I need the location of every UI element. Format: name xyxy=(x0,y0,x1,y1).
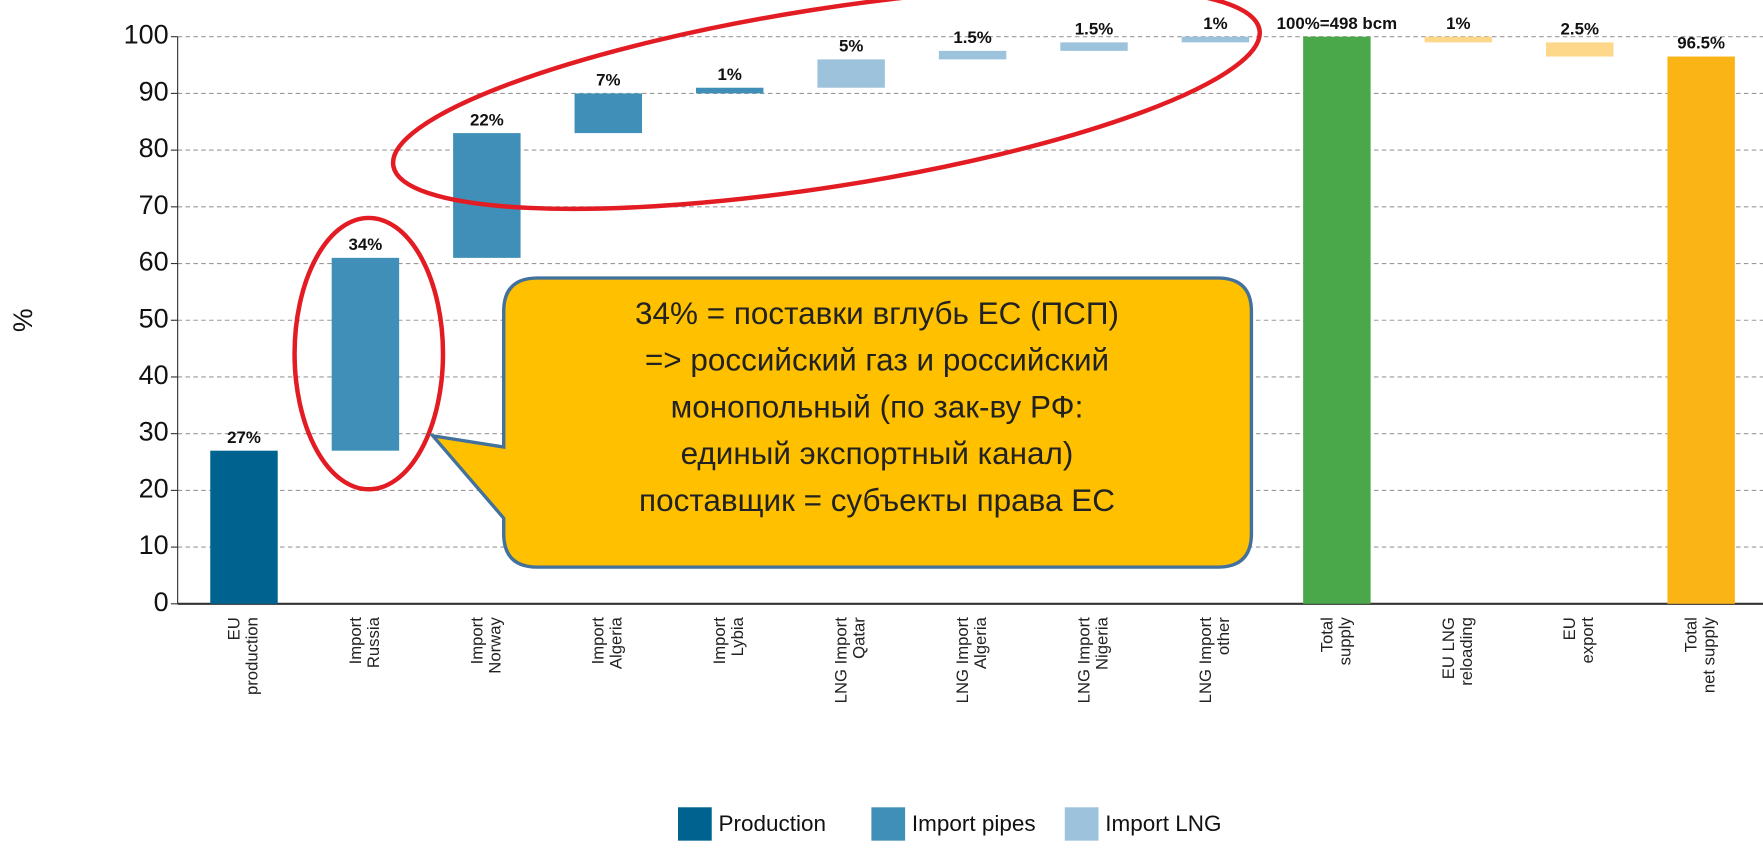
y-axis-label: % xyxy=(8,308,38,332)
value-label: 100%=498 bcm xyxy=(1277,14,1397,33)
y-tick-label: 70 xyxy=(139,190,169,220)
x-tick-label: Import xyxy=(589,617,608,665)
value-label: 1.5% xyxy=(953,28,992,47)
bar xyxy=(1060,42,1128,51)
legend-swatch xyxy=(677,807,712,841)
callout-box xyxy=(428,276,1254,569)
x-tick-label: LNG Import xyxy=(1074,617,1093,704)
x-tick-label: supply xyxy=(1335,617,1354,666)
legend-label: Import LNG xyxy=(1105,811,1221,836)
x-tick-label: EU xyxy=(224,617,243,640)
x-tick-label: Import xyxy=(467,617,486,665)
bar xyxy=(817,59,885,88)
value-label: 5% xyxy=(839,37,863,56)
y-tick-label: 20 xyxy=(139,474,169,504)
y-tick-label: 60 xyxy=(139,247,169,277)
bar xyxy=(1667,56,1735,604)
x-tick-label: EU xyxy=(1560,617,1579,640)
value-label: 7% xyxy=(596,71,620,90)
bar xyxy=(453,133,521,258)
callout-text: единый экспортный канал) xyxy=(681,436,1074,471)
bar xyxy=(1424,36,1493,43)
x-tick-label: Norway xyxy=(485,617,504,674)
bar xyxy=(1181,36,1250,43)
bar xyxy=(1303,36,1371,604)
x-tick-label: Import xyxy=(346,617,365,665)
x-tick-label: other xyxy=(1214,617,1233,655)
x-tick-label: Import xyxy=(710,617,729,665)
y-tick-label: 80 xyxy=(139,133,169,163)
bar xyxy=(695,87,764,94)
value-label: 1% xyxy=(1446,14,1470,33)
legend-label: Production xyxy=(718,811,825,836)
value-label: 27% xyxy=(227,428,261,447)
x-tick-label: Algeria xyxy=(971,616,990,669)
legend-swatch xyxy=(871,807,906,841)
x-tick-label: Lybia xyxy=(728,616,747,656)
value-label: 1% xyxy=(1203,14,1227,33)
x-tick-label: Russia xyxy=(364,616,383,668)
x-tick-label: LNG Import xyxy=(953,617,972,704)
bar xyxy=(331,257,400,451)
value-label: 34% xyxy=(349,235,383,254)
value-label: 96.5% xyxy=(1677,34,1725,53)
y-tick-label: 0 xyxy=(154,587,169,617)
x-tick-label: net supply xyxy=(1700,617,1719,694)
highlight xyxy=(390,0,1262,212)
legend-label: Import pipes xyxy=(912,811,1036,836)
x-tick-label: Total xyxy=(1317,617,1336,652)
x-tick-label: Algeria xyxy=(607,616,626,669)
callout-text: поставщик = субъекты права ЕС xyxy=(639,483,1115,518)
y-tick-label: 10 xyxy=(139,530,169,560)
x-tick-label: Qatar xyxy=(850,617,869,659)
x-tick-label: production xyxy=(242,617,261,695)
x-tick-label: LNG Import xyxy=(832,617,851,704)
bar xyxy=(1545,42,1614,57)
highlight xyxy=(292,215,446,492)
bar xyxy=(938,50,1007,60)
bar xyxy=(210,450,278,604)
y-tick-label: 40 xyxy=(139,360,169,390)
value-label: 22% xyxy=(470,110,504,129)
callout-text: 34% = поставки вглубь ЕС (ПСП) xyxy=(635,296,1119,331)
value-label: 2.5% xyxy=(1561,20,1600,39)
y-tick-label: 90 xyxy=(139,77,169,107)
x-tick-label: Nigeria xyxy=(1092,616,1111,669)
value-label: 1% xyxy=(718,65,742,84)
bar xyxy=(574,93,643,134)
y-tick-label: 100 xyxy=(124,20,169,50)
y-tick-label: 50 xyxy=(139,303,169,333)
y-tick-label: 30 xyxy=(139,417,169,447)
x-tick-label: EU LNG xyxy=(1439,617,1458,679)
x-tick-label: Total xyxy=(1682,617,1701,652)
value-label: 1.5% xyxy=(1075,20,1114,39)
callout-text: монопольный (по зак-ву РФ: xyxy=(671,390,1084,425)
x-tick-label: export xyxy=(1578,617,1597,664)
x-tick-label: reloading xyxy=(1457,617,1476,686)
x-tick-label: LNG Import xyxy=(1196,617,1215,704)
legend-swatch xyxy=(1064,807,1099,841)
callout-text: => российский газ и российский xyxy=(645,343,1109,378)
